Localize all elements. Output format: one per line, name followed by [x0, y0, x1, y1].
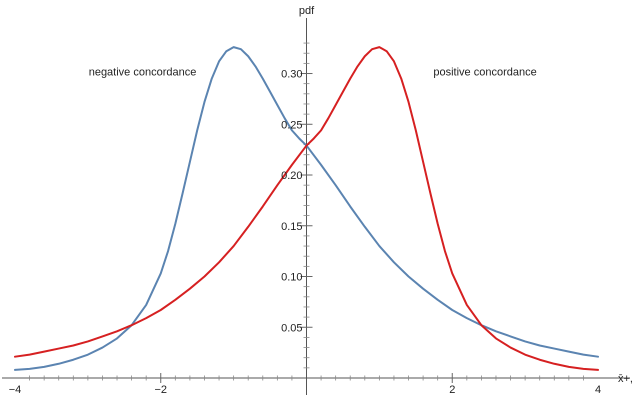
y-tick-label: 0.30: [281, 69, 302, 81]
x-tick-label: 2: [449, 384, 455, 396]
y-tick-label: 0.15: [281, 221, 302, 233]
series-layer: [14, 46, 599, 371]
y-tick-label: 0.20: [281, 170, 302, 182]
x-tick-label: −4: [9, 384, 22, 396]
axes-layer: [2, 18, 630, 395]
annotation-label: positive concordance: [433, 67, 536, 79]
y-tick-label: 0.05: [281, 322, 302, 334]
x-tick-label: −2: [154, 384, 167, 396]
label-layer: −4 −2 2 4 0.05 0.10 0.15 0.20 0.25 0.30 pdf x̄+, neg…: [9, 5, 633, 396]
series-line-blue: [14, 46, 599, 371]
annotation-label: negative concordance: [89, 67, 197, 79]
x-tick-label: 4: [595, 384, 601, 396]
y-tick-label: 0.10: [281, 272, 302, 284]
y-tick-label: 0.25: [281, 119, 302, 131]
x-axis-label: x̄+,: [618, 373, 633, 385]
series-line-red: [14, 46, 599, 371]
y-axis-label: pdf: [299, 5, 315, 17]
